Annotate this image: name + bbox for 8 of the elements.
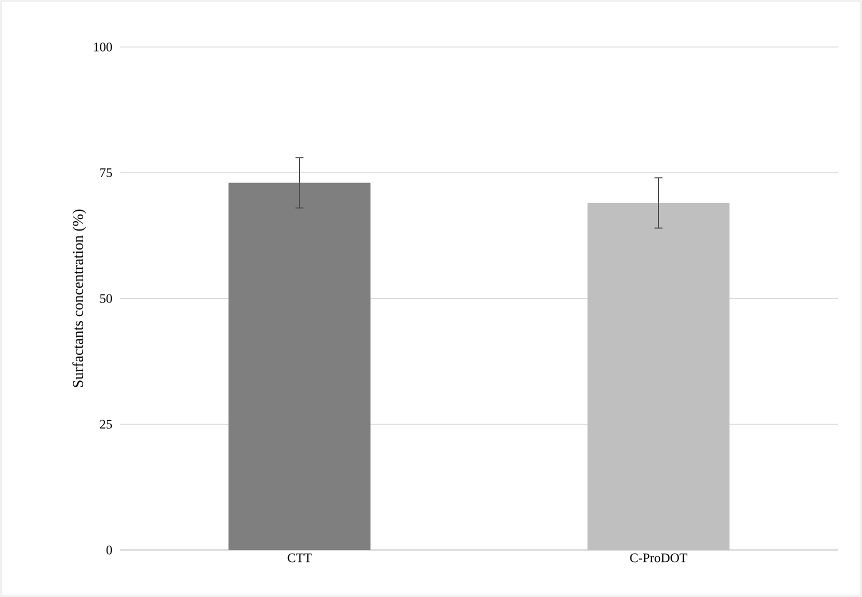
y-tick-label: 50: [100, 294, 112, 303]
x-tick-label: CTT: [288, 554, 312, 562]
y-tick-label: 0: [106, 546, 112, 554]
x-tick-label: C-ProDOT: [630, 554, 688, 562]
y-tick-label: 75: [100, 168, 112, 178]
y-tick-label: 25: [100, 420, 112, 429]
y-tick-label: 100: [94, 42, 112, 52]
y-axis-title: Surfactants concentration (%): [72, 210, 86, 388]
